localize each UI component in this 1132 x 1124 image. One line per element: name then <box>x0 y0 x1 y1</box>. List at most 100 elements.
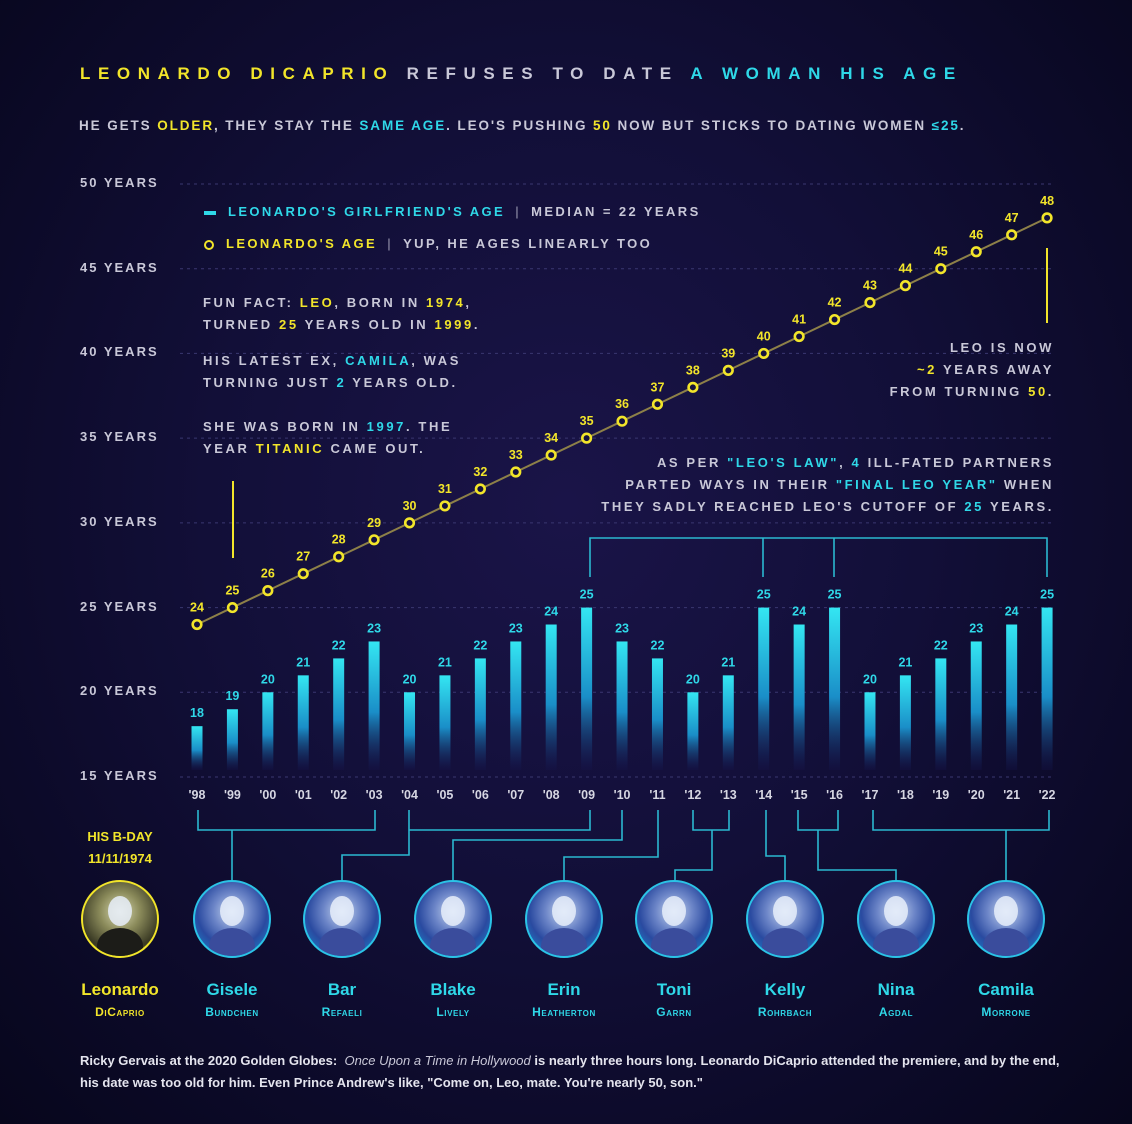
bar-value-label: 25 <box>1040 588 1054 602</box>
leo-age-point <box>758 347 770 360</box>
x-tick-label: '19 <box>932 788 949 802</box>
person-first-name: Leonardo <box>81 980 159 999</box>
girlfriend-age-bar <box>722 675 734 770</box>
y-tick-label: 15 YEARS <box>80 768 159 783</box>
x-tick-label: '22 <box>1039 788 1056 802</box>
y-tick-label: 45 YEARS <box>80 259 159 275</box>
portrait-body <box>541 928 587 956</box>
x-tick-label: '17 <box>862 788 879 802</box>
leos-law-bracket <box>589 537 1048 577</box>
portrait-photo <box>414 880 492 958</box>
person-last-name: Refaeli <box>321 1005 363 1019</box>
girlfriend-age-bar <box>899 675 911 770</box>
leo-age-label: 30 <box>403 499 417 513</box>
legend-leo: LEONARDO'S AGE | YUP, HE AGES LINEARLY TOO <box>204 236 652 251</box>
birthday-title: HIS B-DAY <box>87 829 153 844</box>
x-tick-label: '09 <box>578 788 595 802</box>
portrait-head <box>773 896 797 926</box>
person-blake: Blake Lively <box>393 880 513 1019</box>
legend-bar-swatch-icon <box>204 210 216 215</box>
footer-quote: Ricky Gervais at the 2020 Golden Globes:… <box>80 1050 1070 1094</box>
text-segment: LEONARDO DICAPRIO <box>80 64 395 83</box>
text-segment: , BORN IN <box>334 295 427 310</box>
text-segment: , <box>839 455 852 470</box>
girlfriend-age-bar <box>333 658 345 770</box>
portrait-head <box>884 896 908 926</box>
x-tick-label: '02 <box>330 788 347 802</box>
person-gisele: Gisele Bundchen <box>172 880 292 1019</box>
leo-age-point <box>545 449 557 461</box>
text-segment: LEO IS NOW <box>950 340 1054 355</box>
y-tick-label: 35 YEARS <box>80 429 159 445</box>
leo-age-label: 44 <box>898 262 912 276</box>
note-line: PARTED WAYS IN THEIR "FINAL LEO YEAR" WH… <box>601 474 1054 496</box>
person-first-name: Camila <box>978 980 1034 999</box>
leo-age-label: 35 <box>580 414 594 428</box>
x-tick-label: '16 <box>826 788 843 802</box>
x-tick-label: '18 <box>897 788 914 802</box>
girlfriend-age-bar <box>581 607 593 770</box>
x-tick-label: '07 <box>507 788 524 802</box>
text-segment: "LEO'S LAW" <box>727 455 840 470</box>
x-tick-label: '05 <box>436 788 453 802</box>
girlfriend-age-bar <box>226 709 238 770</box>
portrait-head <box>108 896 132 926</box>
text-segment: LEO <box>299 295 335 310</box>
portrait-head <box>220 896 244 926</box>
bar-value-label: 23 <box>509 621 523 635</box>
leo-age-label: 41 <box>792 312 806 326</box>
person-kelly: Kelly Rohrbach <box>725 880 845 1019</box>
girlfriend-age-bar <box>970 641 982 770</box>
text-segment: YEARS OLD IN <box>298 317 435 332</box>
x-tick-label: '01 <box>295 788 312 802</box>
text-segment: TURNING JUST <box>203 375 337 390</box>
text-segment: PARTED WAYS IN THEIR <box>625 477 836 492</box>
bar-value-label: 24 <box>544 605 558 619</box>
portrait-body <box>319 928 365 956</box>
leo-age-point <box>403 517 416 529</box>
leo-age-label: 29 <box>367 516 381 530</box>
leo-age-label: 36 <box>615 397 629 411</box>
bar-value-label: 21 <box>898 655 912 669</box>
portrait-photo <box>967 880 1045 958</box>
portrait-photo <box>857 880 935 958</box>
text-segment: YEARS. <box>984 499 1054 514</box>
text-segment: , WAS <box>411 353 462 368</box>
leo-age-point <box>793 330 805 343</box>
text-segment: . THE <box>406 419 453 434</box>
text-segment: 25 <box>278 317 299 332</box>
x-tick-label: '98 <box>189 788 206 802</box>
portrait-photo <box>81 880 159 958</box>
leo-age-label: 42 <box>828 296 842 310</box>
person-first-name: Toni <box>656 980 692 999</box>
note-line: LEO IS NOW <box>890 337 1054 359</box>
text-segment: AS PER <box>656 455 728 470</box>
text-segment: YEARS OLD. <box>346 375 458 390</box>
birthday-label: HIS B-DAY 11/11/1974 <box>70 826 170 870</box>
bar-value-label: 25 <box>828 588 842 602</box>
leo-age-label: 40 <box>757 329 771 343</box>
x-tick-label: '00 <box>259 788 276 802</box>
bar-value-label: 20 <box>686 672 700 686</box>
legend-girlfriend-label: LEONARDO'S GIRLFRIEND'S AGE <box>228 204 506 219</box>
portrait-body <box>97 928 143 956</box>
text-segment: 50 <box>593 118 612 133</box>
leo-age-label: 37 <box>651 380 665 394</box>
chart-subtitle: HE GETS OLDER, THEY STAY THE SAME AGE. L… <box>79 118 965 133</box>
person-first-name: Blake <box>430 980 476 999</box>
leo-age-point <box>970 246 982 258</box>
text-segment: 4 <box>851 455 862 470</box>
bar-value-label: 22 <box>934 638 948 652</box>
note-camila: HIS LATEST EX, CAMILA, WAS TURNING JUST 2… <box>203 350 461 394</box>
bar-value-label: 21 <box>721 655 735 669</box>
text-segment: OLDER <box>157 118 214 133</box>
bar-value-label: 24 <box>792 605 806 619</box>
leo-age-label: 34 <box>544 431 558 445</box>
leo-age-point <box>191 618 203 631</box>
girlfriend-age-bar <box>935 658 947 770</box>
leo-age-point <box>510 466 522 478</box>
portrait-body <box>762 928 808 956</box>
x-tick-label: '99 <box>224 788 241 802</box>
leo-age-point <box>297 568 309 580</box>
text-segment: TITANIC <box>255 441 325 456</box>
